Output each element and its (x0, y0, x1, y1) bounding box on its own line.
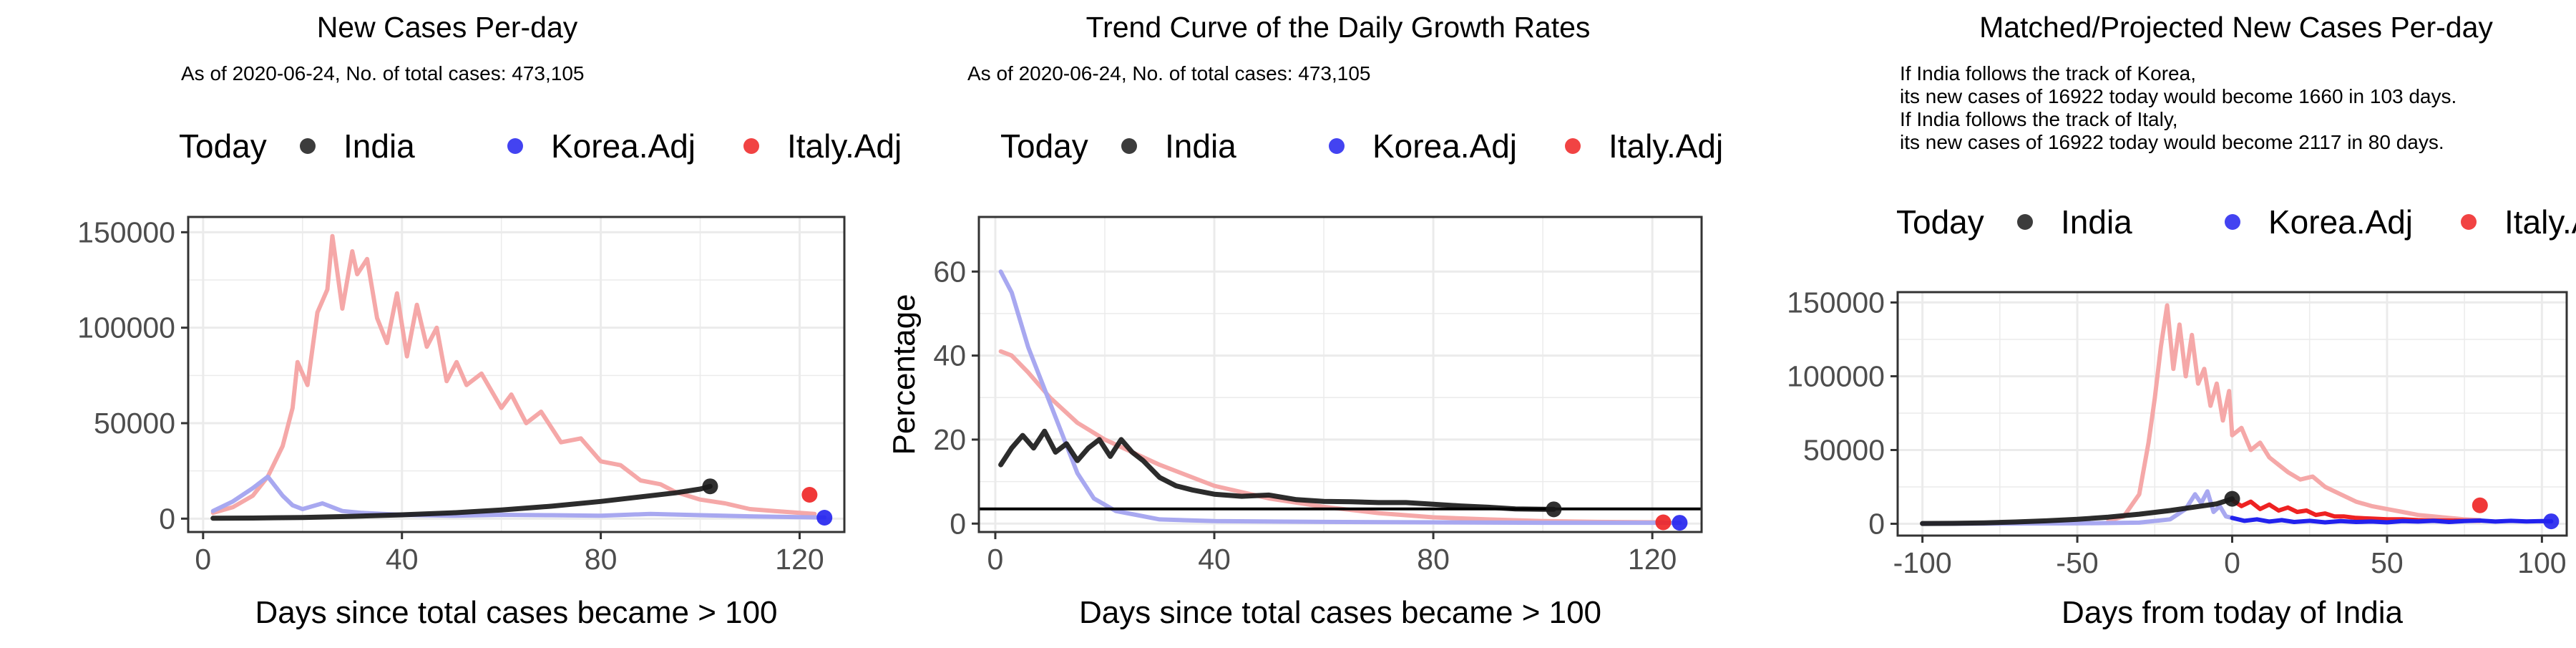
legend: Today India Korea.Adj Italy.Adj (179, 127, 902, 165)
chart-title: Trend Curve of the Daily Growth Rates (1086, 11, 1591, 44)
x-tick-label: 100 (2517, 546, 2566, 579)
series-line-korea-adj-korea_light (210, 474, 827, 520)
today-point-korea-adj (816, 510, 833, 526)
legend: Today India Korea.Adj Italy.Adj (1000, 127, 1723, 165)
chart-title: Matched/Projected New Cases Per-day (1979, 11, 2493, 44)
series-line-korea-adj-korea (2230, 516, 2554, 525)
legend-label: Italy.Adj (2504, 203, 2576, 241)
series-line-italy-adj-italy_light (210, 233, 817, 516)
x-axis-label: Days from today of India (2062, 595, 2403, 630)
series-layer (1920, 303, 2554, 526)
legend-label: Italy.Adj (787, 127, 902, 165)
today-point-korea-adj (1672, 515, 1688, 531)
x-tick-label: 40 (386, 543, 419, 576)
today-point-india (1546, 501, 1562, 518)
today-point-korea-adj (2543, 513, 2560, 530)
y-tick-label: 100000 (77, 311, 175, 344)
today-point-italy-adj (1655, 514, 1672, 531)
plot-border (187, 216, 846, 533)
y-tick-label: 50000 (1803, 433, 1885, 466)
x-axis-label: Days since total cases became > 100 (1079, 595, 1601, 630)
legend-label: India (1165, 127, 1236, 165)
series-layer (998, 269, 1682, 526)
series-line-india-india (210, 483, 713, 521)
legend: Today India Korea.Adj Italy.Adj (1896, 203, 2576, 241)
today-point-italy-adj (2472, 497, 2488, 513)
chart-subtitle-line: If India follows the track of Korea, (1900, 62, 2196, 84)
y-tick-label: 40 (933, 339, 966, 372)
x-tick-label: 0 (987, 543, 1004, 576)
legend-label: Korea.Adj (1372, 127, 1517, 165)
legend-title: Today (1896, 203, 1984, 241)
series-line-italy-adj-italy_light (998, 349, 1666, 525)
series-line-india-india (998, 428, 1556, 512)
x-tick-label: -50 (2056, 546, 2098, 579)
legend-label: India (2061, 203, 2132, 241)
legend-marker-korea-adj (507, 138, 523, 154)
legend-marker-italy-adj (1565, 138, 1581, 154)
gridlines (979, 217, 1702, 532)
x-tick-label: 120 (1628, 543, 1677, 576)
legend-marker-korea-adj (2225, 214, 2240, 230)
series-line-korea-adj-korea_light (1920, 489, 2235, 526)
chart-subtitle-line: As of 2020-06-24, No. of total cases: 47… (967, 62, 1370, 84)
today-point-india (702, 478, 718, 495)
plot-border (977, 216, 1703, 533)
axis-ticks: -100 -50 0 50 100 0 50000 100000 150000 (1787, 286, 2566, 579)
today-point-italy-adj (801, 487, 818, 503)
y-axis-label: Percentage (887, 294, 922, 455)
series-line-italy-adj-italy_light (2106, 303, 2482, 523)
legend-marker-italy-adj (743, 138, 759, 154)
today-point-india (2224, 490, 2240, 507)
series-line-india-india (1920, 496, 2235, 526)
x-tick-label: 50 (2371, 546, 2404, 579)
legend-marker-india (2017, 214, 2033, 230)
x-tick-label: 80 (1417, 543, 1450, 576)
chart-subtitle-line: As of 2020-06-24, No. of total cases: 47… (181, 62, 584, 84)
legend-marker-india (1121, 138, 1137, 154)
axis-ticks: 0 40 80 120 0 50000 100000 150000 (77, 216, 824, 576)
chart-subtitle-line: its new cases of 16922 today would becom… (1900, 85, 2457, 107)
chart-panel-1: New Cases Per-day As of 2020-06-24, No. o… (77, 11, 902, 630)
y-tick-label: 50000 (94, 407, 175, 440)
legend-marker-india (300, 138, 316, 154)
axis-ticks: 0 40 80 120 0 20 40 60 (933, 255, 1677, 576)
legend-marker-korea-adj (1329, 138, 1345, 154)
y-tick-label: 0 (950, 507, 966, 540)
series-layer (210, 233, 827, 521)
y-tick-label: 60 (933, 255, 966, 288)
x-axis-label: Days since total cases became > 100 (255, 595, 777, 630)
y-tick-label: 100000 (1787, 359, 1885, 392)
legend-label: India (343, 127, 415, 165)
chart-panel-2: Trend Curve of the Daily Growth Rates As … (887, 11, 1723, 630)
y-tick-label: 0 (159, 502, 175, 535)
x-tick-label: 0 (195, 543, 211, 576)
series-line-korea-adj-korea_light (998, 269, 1682, 526)
legend-label: Italy.Adj (1609, 127, 1723, 165)
y-tick-label: 150000 (1787, 286, 1885, 319)
x-tick-label: 80 (585, 543, 618, 576)
legend-title: Today (1000, 127, 1088, 165)
x-tick-label: 0 (2224, 546, 2240, 579)
x-tick-label: 40 (1198, 543, 1231, 576)
chart-panel-3: Matched/Projected New Cases Per-day If In… (1787, 11, 2576, 630)
chart-title: New Cases Per-day (317, 11, 578, 44)
y-tick-label: 20 (933, 423, 966, 456)
y-tick-label: 150000 (77, 216, 175, 248)
legend-label: Korea.Adj (551, 127, 696, 165)
legend-title: Today (179, 127, 267, 165)
gridlines (188, 217, 844, 532)
legend-label: Korea.Adj (2268, 203, 2413, 241)
x-tick-label: 120 (775, 543, 824, 576)
legend-marker-italy-adj (2461, 214, 2477, 230)
x-tick-label: -100 (1893, 546, 1952, 579)
chart-subtitle-line: its new cases of 16922 today would becom… (1900, 131, 2444, 153)
y-tick-label: 0 (1868, 508, 1885, 541)
chart-subtitle-line: If India follows the track of Italy, (1900, 108, 2178, 130)
